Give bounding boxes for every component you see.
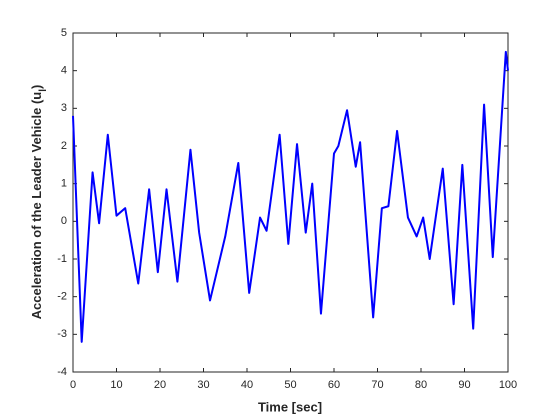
x-axis-label: Time [sec]	[258, 399, 322, 414]
y-tick-label: -4	[57, 366, 67, 378]
y-tick-label: 0	[61, 215, 67, 227]
x-tick-label: 40	[241, 379, 253, 391]
y-tick-label: -2	[57, 291, 67, 303]
x-tick-label: 20	[154, 379, 166, 391]
data-line	[72, 50, 509, 343]
y-tick-label: 2	[61, 140, 67, 152]
x-tick-label: 90	[458, 379, 470, 391]
y-tick-label: 4	[61, 65, 67, 77]
x-tick-label: 10	[110, 379, 122, 391]
y-tick-label: -3	[57, 328, 67, 340]
y-tick-label: -1	[57, 253, 67, 265]
y-tick-label: 1	[61, 178, 67, 190]
x-tick-label: 60	[328, 379, 340, 391]
y-tick-label: 3	[61, 102, 67, 114]
y-tick-label: 5	[61, 27, 67, 39]
x-tick-label: 30	[197, 379, 209, 391]
x-tick-label: 50	[284, 379, 296, 391]
x-tick-label: 0	[70, 379, 76, 391]
x-tick-label: 80	[415, 379, 427, 391]
y-label-sub: l	[38, 89, 49, 92]
y-label-main: Acceleration of the Leader Vehicle (u	[29, 92, 44, 320]
x-tick-label: 100	[499, 379, 517, 391]
y-axis-label: Acceleration of the Leader Vehicle (ul)	[29, 85, 48, 320]
y-label-end: )	[29, 85, 44, 89]
x-tick-label: 70	[371, 379, 383, 391]
plot-box	[72, 32, 509, 373]
